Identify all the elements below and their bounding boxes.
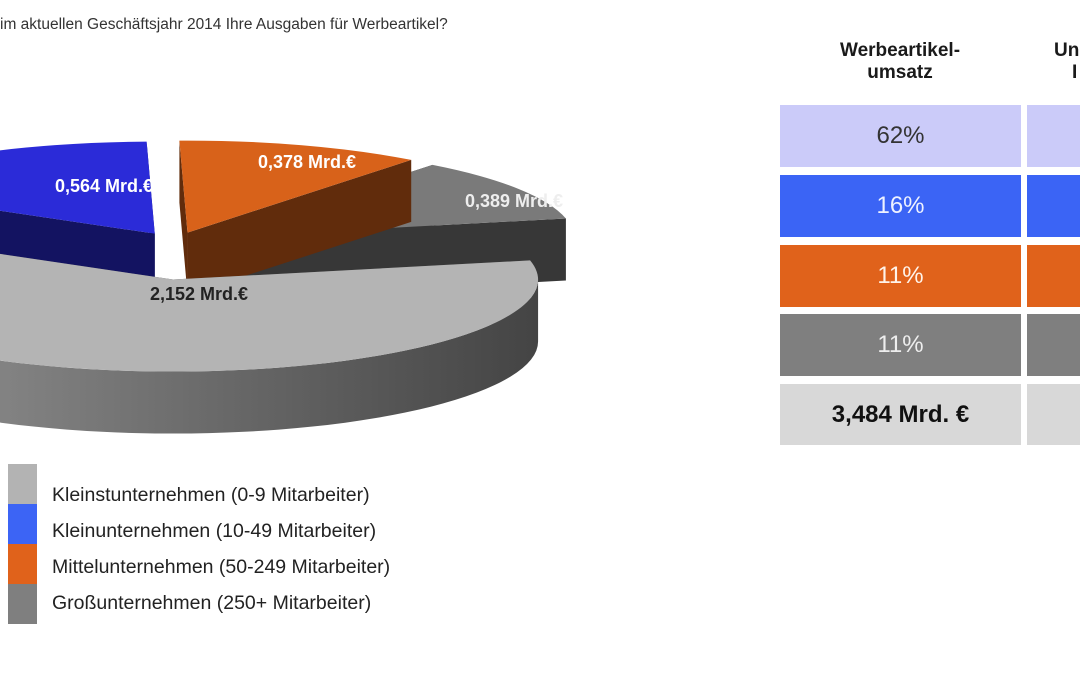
- legend-label: Kleinunternehmen (10-49 Mitarbeiter): [52, 520, 377, 542]
- table-cell-col2: [1027, 175, 1080, 237]
- legend-item-gross: Großunternehmen (250+ Mitarbeiter): [0, 584, 600, 624]
- table-cell-total: 3,484 Mrd. €: [780, 384, 1021, 445]
- chart-title: im aktuellen Geschäftsjahr 2014 Ihre Aus…: [0, 16, 448, 33]
- slice-top: [0, 253, 539, 372]
- legend-label: Kleinstunternehmen (0-9 Mitarbeiter): [52, 484, 370, 506]
- legend-item-kleinst: Kleinstunternehmen (0-9 Mitarbeiter): [0, 464, 600, 506]
- table-cell-col2: [1027, 314, 1080, 376]
- table-cell-percent: 11%: [780, 314, 1021, 376]
- slice-data-label: 0,564 Mrd.€: [55, 176, 153, 196]
- legend-swatch: [8, 464, 37, 504]
- slice-side-face: [179, 140, 188, 295]
- table-header-2: Un I: [1054, 40, 1080, 84]
- legend-label: Großunternehmen (250+ Mitarbeiter): [52, 592, 372, 614]
- legend-item-klein: Kleinunternehmen (10-49 Mitarbeiter): [0, 504, 600, 544]
- legend-swatch: [8, 584, 37, 624]
- table-cell-percent: 16%: [780, 175, 1021, 237]
- legend-swatch: [8, 544, 37, 584]
- pie-chart: 2,152 Mrd.€ 0,564 Mrd.€ 0,378 Mrd.€ 0,389 M…: [0, 140, 566, 434]
- slice-side-face: [187, 159, 412, 295]
- slice-data-label: 0,378 Mrd.€: [258, 152, 356, 172]
- table-cell-percent: 11%: [780, 245, 1021, 307]
- legend-swatch: [8, 504, 37, 544]
- table-header-werbeartikelumsatz: Werbeartikel- umsatz: [780, 40, 1020, 84]
- table-cell-col2: [1027, 384, 1080, 445]
- header-line: I: [1072, 62, 1078, 83]
- table-cell-col2: [1027, 245, 1080, 307]
- header-line: umsatz: [867, 62, 933, 83]
- pie-slice-0: [0, 253, 539, 434]
- legend-item-mittel: Mittelunternehmen (50-249 Mitarbeiter): [0, 544, 600, 584]
- slice-data-label: 0,389 Mrd.€: [465, 191, 563, 211]
- table-cell-percent: 62%: [780, 105, 1021, 167]
- header-line: Werbeartikel-: [839, 40, 961, 61]
- slice-top: [179, 140, 412, 233]
- legend-label: Mittelunternehmen (50-249 Mitarbeiter): [52, 556, 391, 578]
- header-line: Un: [1054, 40, 1080, 61]
- pie-slice-2: [179, 140, 412, 295]
- slice-outer-wall: [0, 279, 539, 434]
- slice-data-label: 2,152 Mrd.€: [150, 284, 248, 304]
- table-cell-col2: [1027, 105, 1080, 167]
- slice-top: [0, 141, 155, 234]
